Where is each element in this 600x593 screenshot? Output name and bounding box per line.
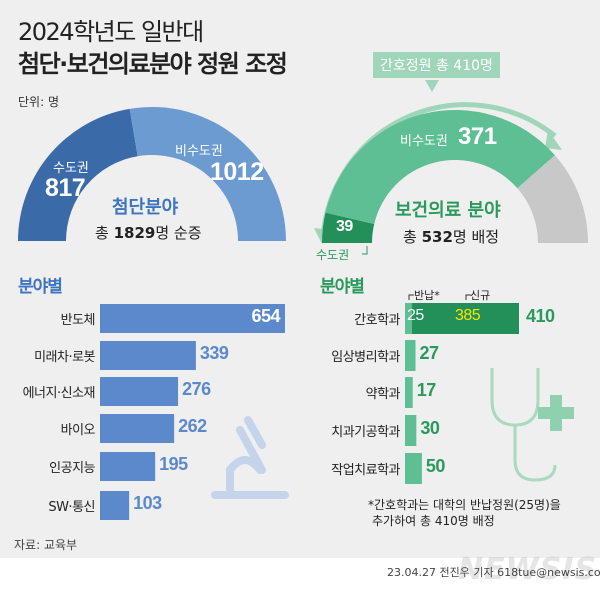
bar-total: 17	[416, 380, 437, 400]
title-line1: 2024학년도 일반대	[18, 18, 204, 46]
bar-new	[411, 303, 519, 334]
bar-new	[405, 377, 413, 408]
bar-left	[100, 452, 156, 481]
bar-label: SW·통신	[48, 500, 95, 515]
bar-new	[405, 340, 416, 371]
bar-label: 작업치료학과	[331, 463, 400, 478]
gauge1-title: 첨단분야	[112, 197, 179, 218]
gauge2-seg1-value: 39	[336, 218, 353, 235]
gauge1-seg2-value: 1012	[210, 158, 264, 186]
title-line2: 첨단·보건의료분야 정원 조정	[18, 50, 288, 78]
bar-label: 인공지능	[49, 461, 95, 476]
gauge2-title: 보건의료 분야	[395, 200, 501, 221]
gauge2-segment	[322, 212, 375, 243]
source: 자료: 교육부	[14, 538, 78, 552]
gauge1-segment	[18, 108, 138, 241]
plus-icon	[538, 395, 574, 431]
bracket	[362, 246, 368, 255]
bar-left	[100, 377, 179, 406]
bar-total: 410	[526, 306, 555, 326]
bar-left	[100, 414, 175, 443]
bar-returned-value: 25	[407, 307, 424, 324]
bar-left	[100, 304, 285, 333]
legend-returned: 반납*	[414, 289, 440, 302]
bar-left	[100, 491, 130, 520]
bar-total: 30	[420, 418, 440, 438]
bar-label: 간호학과	[354, 313, 400, 328]
callout-pointer	[425, 80, 439, 92]
right-section-title: 분야별	[320, 277, 365, 297]
bar-total: 50	[425, 456, 446, 476]
footer-bar	[0, 558, 600, 593]
arrow-head-right-icon	[545, 130, 562, 150]
bar-new	[405, 453, 422, 484]
bar-value: 103	[133, 493, 162, 513]
bar-label: 미래차·로봇	[34, 350, 95, 365]
microscope-icon	[211, 416, 289, 499]
gauge2-segment	[517, 155, 588, 243]
bar-label: 약학과	[365, 387, 401, 402]
gauge1-seg2-label: 비수도권	[175, 144, 223, 159]
gauge2-seg2-label: 비수도권	[400, 134, 448, 149]
bar-value: 654	[251, 306, 280, 326]
gauge2-segment	[325, 110, 555, 225]
bar-new-value: 385	[455, 307, 481, 324]
bar-value: 262	[178, 416, 207, 436]
bar-value: 195	[159, 454, 188, 474]
bar-label: 바이오	[60, 423, 96, 438]
bar-label: 반도체	[60, 313, 96, 328]
bar-new	[405, 415, 417, 446]
footnote: *간호학과는 대학의 반납정원(25명)을 추가하여 총 410명 배정	[368, 498, 561, 528]
legend-new: 신규	[470, 289, 491, 302]
gauge2-seg2-value: 371	[458, 123, 497, 150]
bar-returned	[405, 303, 412, 334]
bar-left	[100, 341, 196, 370]
credit: 23.04.27 전진우 기자 618tue@newsis.com	[387, 566, 600, 579]
bar-value: 276	[182, 379, 211, 399]
bar-value: 339	[199, 343, 229, 363]
bar-total: 27	[419, 343, 440, 363]
gauge2-seg1-label: 수도권	[316, 248, 350, 262]
watermark-logo: NEWSIS	[458, 552, 598, 587]
unit-label: 단위: 명	[18, 95, 59, 109]
bar-label: 임상병리학과	[331, 350, 400, 365]
left-section-title: 분야별	[18, 277, 63, 297]
bar-label: 에너지·신소재	[22, 386, 96, 401]
gauge1-subtitle: 총 1829명 순증	[95, 224, 202, 242]
gauge2-subtitle: 총 532명 배정	[403, 228, 500, 246]
legend-brackets	[408, 294, 471, 300]
bar-label: 치과기공학과	[331, 425, 400, 440]
stethoscope-icon	[490, 368, 557, 482]
gauge1-segment	[129, 107, 286, 241]
gauge1-seg1-value: 817	[45, 174, 86, 202]
nursing-total-callout: 간호정원 총 410명	[373, 52, 500, 78]
gauge1-seg1-label: 수도권	[53, 161, 89, 176]
